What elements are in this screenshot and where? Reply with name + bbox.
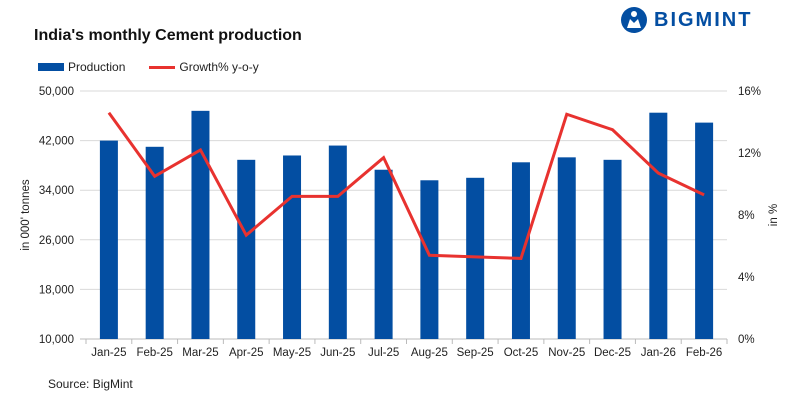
bar-Oct-25 bbox=[511, 162, 530, 339]
bar-Feb-26 bbox=[695, 122, 714, 340]
x-tick-label: May-25 bbox=[273, 347, 311, 359]
y2-tick-label: 4% bbox=[738, 272, 755, 284]
x-tick-label: Mar-25 bbox=[182, 347, 218, 359]
y-tick-label: 34,000 bbox=[39, 185, 74, 197]
legend-swatch-growth bbox=[149, 65, 176, 69]
y-axis-title: in 000' tonnes bbox=[20, 179, 32, 251]
legend: Production Growth% y-o-y bbox=[38, 60, 259, 74]
x-tick-label: Feb-26 bbox=[686, 347, 722, 359]
bar-Sep-25 bbox=[466, 177, 485, 339]
x-tick-label: Apr-25 bbox=[229, 347, 264, 359]
y-tick-label: 50,000 bbox=[39, 86, 74, 98]
bar-Apr-25 bbox=[237, 159, 256, 339]
x-tick-label: Jan-25 bbox=[91, 347, 126, 359]
y-tick-label: 10,000 bbox=[39, 334, 74, 346]
bar-Jan-26 bbox=[649, 112, 668, 339]
bar-Feb-25 bbox=[145, 146, 164, 339]
y-tick-label: 26,000 bbox=[39, 235, 74, 247]
bar-Jul-25 bbox=[374, 169, 393, 339]
bar-Nov-25 bbox=[557, 157, 576, 339]
bar-Jan-25 bbox=[99, 140, 118, 339]
y-tick-label: 42,000 bbox=[39, 136, 74, 148]
y-tick-label: 18,000 bbox=[39, 284, 74, 296]
legend-label-production: Production bbox=[68, 60, 126, 74]
bar-Dec-25 bbox=[603, 159, 622, 339]
growth-line bbox=[107, 111, 705, 260]
x-tick-label: Jul-25 bbox=[368, 347, 399, 359]
x-tick-label: Sep-25 bbox=[457, 347, 494, 359]
bar-Aug-25 bbox=[420, 180, 439, 339]
y2-tick-label: 16% bbox=[738, 86, 761, 98]
y2-axis-title: in % bbox=[768, 204, 780, 226]
bigmint-logo: BIGMINT bbox=[620, 6, 752, 34]
bar-Jun-25 bbox=[328, 145, 347, 339]
bigmint-logo-icon bbox=[621, 7, 647, 33]
legend-label-growth: Growth% y-o-y bbox=[179, 60, 259, 74]
brand-name: BIGMINT bbox=[654, 8, 753, 31]
x-tick-label: Nov-25 bbox=[548, 347, 585, 359]
x-tick-label: Jan-26 bbox=[641, 347, 676, 359]
y2-tick-label: 0% bbox=[738, 334, 755, 346]
x-tick-label: Aug-25 bbox=[411, 347, 448, 359]
bar-May-25 bbox=[283, 155, 302, 339]
y2-tick-label: 12% bbox=[738, 148, 761, 160]
x-tick-label: Jun-25 bbox=[320, 347, 355, 359]
source-note: Source: BigMint bbox=[48, 377, 133, 391]
chart-title: India's monthly Cement production bbox=[34, 27, 302, 44]
x-tick-label: Dec-25 bbox=[594, 347, 631, 359]
x-tick-label: Oct-25 bbox=[504, 347, 539, 359]
x-tick-label: Feb-25 bbox=[136, 347, 172, 359]
legend-swatch-production bbox=[38, 63, 64, 71]
bar-Mar-25 bbox=[191, 110, 210, 339]
y2-tick-label: 8% bbox=[738, 210, 755, 222]
